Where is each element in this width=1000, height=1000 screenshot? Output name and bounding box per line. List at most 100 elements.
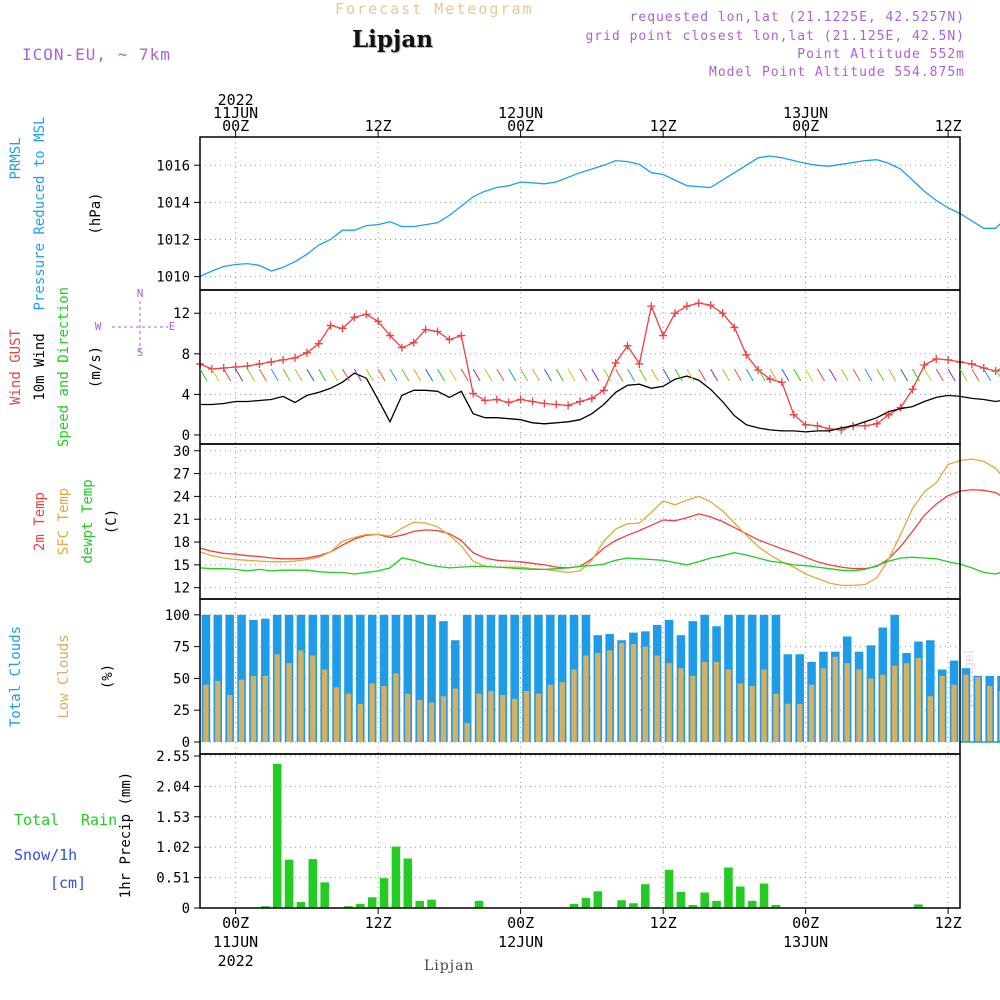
low-cloud-bar <box>892 665 898 742</box>
y-tick-label: 1012 <box>156 232 190 248</box>
wind-direction-arrow <box>199 368 208 382</box>
y-tick-label: 0.51 <box>156 871 190 887</box>
low-cloud-bar <box>880 674 886 742</box>
wind-direction-arrow <box>662 368 671 382</box>
low-cloud-bar <box>808 684 815 742</box>
top-time-label: 12Z <box>650 117 677 135</box>
bottom-time-label: 00Z <box>507 914 534 932</box>
low-cloud-bar <box>227 694 233 742</box>
wind-direction-arrow <box>555 368 564 382</box>
precip-bar <box>284 859 294 908</box>
low-cloud-bar <box>702 661 708 742</box>
low-cloud-bar <box>262 675 268 742</box>
precip-bar <box>914 904 923 908</box>
total-cloud-bar <box>557 614 567 742</box>
total-cloud-bar <box>997 675 1000 742</box>
gust-marker <box>492 395 501 404</box>
wind-direction-arrow <box>472 368 481 382</box>
wind-direction-arrow <box>627 368 635 382</box>
y-tick-label: 0 <box>182 735 190 751</box>
model-label: ICON-EU, ~ 7km <box>22 45 171 64</box>
model-point-altitude: Model Point Altitude 554.875m <box>709 65 965 80</box>
series-label: Total Clouds <box>8 626 24 727</box>
y-tick-label: 21 <box>173 512 190 528</box>
gust-marker <box>302 348 311 357</box>
low-cloud-bar <box>298 650 304 742</box>
wind-direction-arrow <box>840 368 849 382</box>
y-tick-label: 25 <box>173 703 190 719</box>
gust-marker <box>659 331 668 340</box>
compass-north: N <box>137 287 144 300</box>
gust-marker <box>611 358 620 367</box>
low-cloud-bar <box>488 691 494 742</box>
low-cloud-bar <box>250 675 257 742</box>
gust-marker <box>991 367 1000 376</box>
y-tick-label: 0 <box>182 428 190 444</box>
gust-marker <box>279 355 288 364</box>
precip-bar <box>688 905 698 908</box>
wind-direction-arrow <box>769 368 778 382</box>
bottom-time-label: 12JUN <box>498 933 543 951</box>
precip-bar <box>736 886 745 908</box>
precip-bar <box>367 897 377 908</box>
gust-marker <box>694 299 703 308</box>
gust-marker <box>861 421 869 430</box>
gust-marker <box>766 375 774 384</box>
precip-bar <box>617 900 626 908</box>
low-cloud-bar <box>333 687 340 742</box>
wind-direction-arrow <box>638 368 647 382</box>
location-title: Lipjan <box>352 26 433 53</box>
low-cloud-bar <box>417 700 423 742</box>
gust-marker <box>421 325 430 334</box>
requested-coords: requested lon,lat (21.1225E, 42.5257N) <box>629 10 965 25</box>
low-cloud-bar <box>215 680 221 742</box>
gust-marker <box>516 395 525 404</box>
y-axis-label: (m/s) <box>88 346 104 388</box>
low-cloud-bar <box>476 693 482 742</box>
gust-marker <box>576 397 584 406</box>
bottom-time-label: 2022 <box>218 952 254 970</box>
wind-direction-arrow <box>722 368 730 382</box>
y-tick-label: 27 <box>173 467 190 483</box>
top-time-label: 00Z <box>507 117 534 135</box>
low-cloud-bar <box>868 678 874 742</box>
precip-bar <box>712 900 721 908</box>
wind-direction-arrow <box>223 368 232 382</box>
y-axis-label: (hPa) <box>88 192 104 234</box>
low-cloud-bar <box>797 703 803 742</box>
precip-bar <box>664 869 674 908</box>
gust-marker <box>718 309 727 318</box>
wind-direction-arrow <box>532 368 540 382</box>
precip-bar <box>379 878 389 908</box>
low-cloud-bar <box>963 674 969 742</box>
panel-frame-precip <box>199 753 961 909</box>
wind-direction-arrow <box>888 368 897 382</box>
top-time-label: 12Z <box>365 117 392 135</box>
wind-direction-arrow <box>591 368 600 382</box>
wind-direction-arrow <box>579 368 588 382</box>
low-cloud-bar <box>203 684 209 742</box>
y-tick-label: 12 <box>173 581 190 597</box>
total-cloud-bar <box>403 614 413 742</box>
point-altitude: Point Altitude 552m <box>797 47 965 62</box>
wind-direction-arrow <box>745 368 754 382</box>
low-cloud-bar <box>345 693 352 742</box>
wind-direction-arrow <box>971 368 980 382</box>
wind-direction-arrow <box>900 368 909 382</box>
wind-direction-arrow <box>828 368 837 382</box>
wind-direction-arrow <box>342 368 350 382</box>
gust-marker <box>825 424 834 433</box>
bottom-time-label: 13JUN <box>783 933 828 951</box>
y-tick-label: 1014 <box>156 195 190 211</box>
series-label: Speed and Direction <box>56 287 72 447</box>
low-cloud-bar <box>464 722 470 742</box>
y-tick-label: 1016 <box>156 158 190 174</box>
low-cloud-bar <box>452 688 458 742</box>
series-label: dewpt Temp <box>80 479 96 563</box>
total-cloud-bar <box>201 614 211 742</box>
low-cloud-bar <box>903 663 910 742</box>
wind-direction-arrow <box>686 368 695 382</box>
gust-marker <box>397 343 406 352</box>
y-tick-label: 50 <box>173 671 190 687</box>
gust-marker <box>469 389 478 398</box>
